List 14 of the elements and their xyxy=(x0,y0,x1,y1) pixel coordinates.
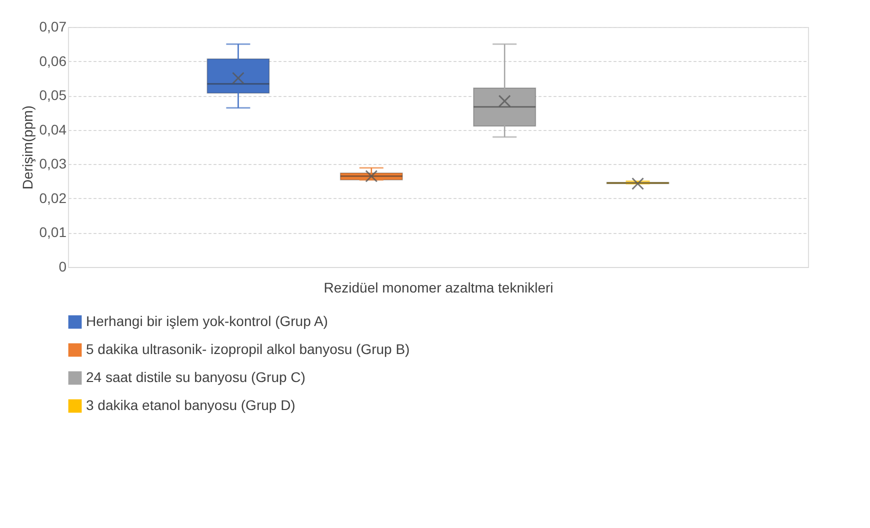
y-axis-title: Derişim(ppm) xyxy=(19,106,36,190)
y-tick-label: 0 xyxy=(58,258,67,274)
y-tick-label: 0,03 xyxy=(39,156,67,172)
legend-label: 24 saat distile su banyosu (Grup C) xyxy=(86,369,306,385)
y-tick-label: 0,06 xyxy=(39,52,67,69)
legend-label: Herhangi bir işlem yok-kontrol (Grup A) xyxy=(86,313,328,329)
legend-label: 5 dakika ultrasonik- izopropil alkol banyosu (Grup B) xyxy=(86,341,410,357)
legend-label: 3 dakika etanol banyosu (Grup D) xyxy=(86,397,296,413)
y-tick-label: 0,07 xyxy=(39,18,67,34)
x-axis-title: Rezidüel monomer azaltma teknikleri xyxy=(324,280,554,296)
y-tick-label: 0,04 xyxy=(39,121,67,138)
y-tick-label: 0,05 xyxy=(39,87,67,104)
y-tick-label: 0,02 xyxy=(39,190,67,206)
y-tick-label: 0,01 xyxy=(39,224,67,240)
